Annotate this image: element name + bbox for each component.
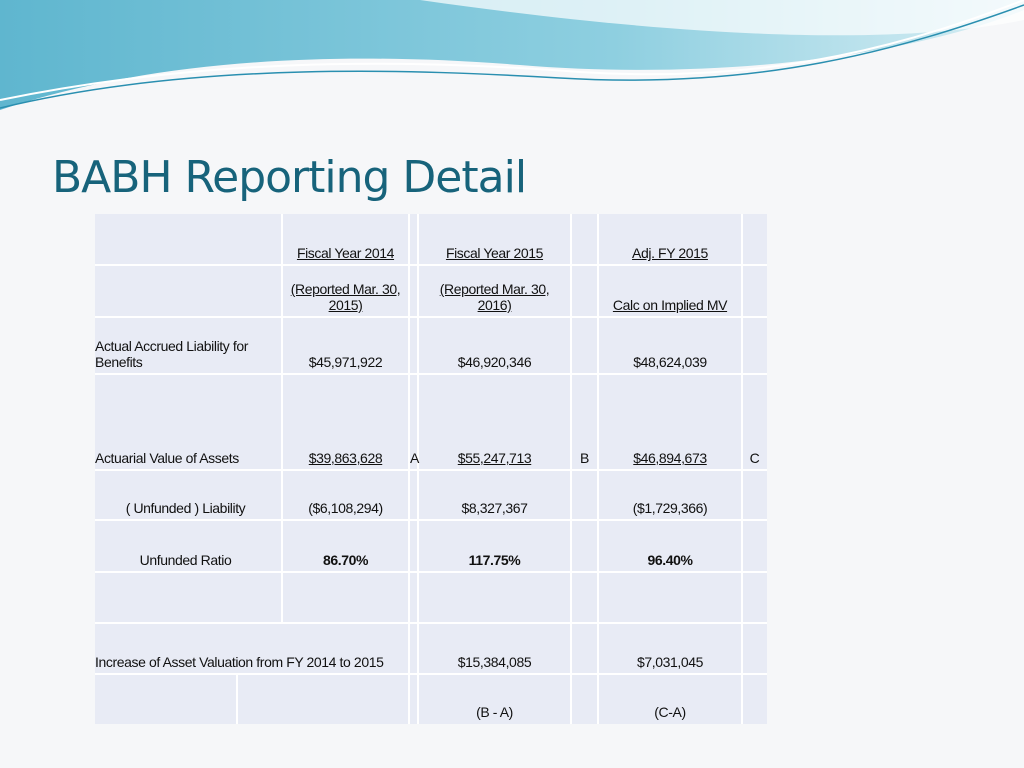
table-cell: Actuarial Value of Assets [95, 450, 239, 466]
table-cell: C [749, 450, 760, 466]
column-line [597, 470, 599, 520]
column-line [741, 572, 743, 623]
column-line [408, 265, 410, 317]
column-line [417, 317, 419, 374]
column-line [417, 374, 419, 470]
column-line [408, 623, 410, 674]
column-line [281, 520, 283, 572]
column-line [281, 470, 283, 520]
table-cell: Adj. FY 2015 [632, 245, 708, 261]
column-line [281, 374, 283, 470]
column-line [417, 265, 419, 317]
column-line [741, 520, 743, 572]
table-cell: $55,247,713 [457, 450, 532, 466]
table-cell: A [410, 450, 419, 466]
column-line [281, 317, 283, 374]
table-cell: 96.40% [647, 552, 693, 568]
column-line [570, 214, 572, 265]
column-line [417, 572, 419, 623]
column-line [236, 674, 238, 724]
column-line [417, 674, 419, 724]
table-cell: $46,894,673 [633, 450, 707, 466]
table-cell: $7,031,045 [636, 654, 704, 670]
column-line [570, 623, 572, 674]
column-line [417, 520, 419, 572]
table-cell: ( Unfunded ) Liability [125, 500, 246, 516]
column-line [281, 214, 283, 265]
column-line [281, 265, 283, 317]
table-cell: (C-A) [654, 704, 686, 720]
column-line [741, 214, 743, 265]
column-line [741, 674, 743, 724]
column-line [741, 470, 743, 520]
column-line [741, 265, 743, 317]
column-line [570, 674, 572, 724]
column-line [597, 265, 599, 317]
column-line [741, 317, 743, 374]
table-cell: $15,384,085 [457, 654, 532, 670]
table-cell: Fiscal Year 2014 [296, 245, 395, 261]
header-waves [0, 0, 1024, 110]
row-line [95, 316, 767, 318]
column-line [597, 623, 599, 674]
column-line [570, 572, 572, 623]
table-cell: $46,920,346 [457, 354, 532, 370]
table-cell: $45,971,922 [308, 354, 383, 370]
column-line [597, 214, 599, 265]
column-line [741, 374, 743, 470]
table-cell: $8,327,367 [461, 500, 528, 516]
table-cell: 86.70% [322, 552, 369, 568]
table-cell: 117.75% [468, 552, 521, 568]
column-line [408, 214, 410, 265]
table-cell: Increase of Asset Valuation from FY 2014… [95, 654, 384, 670]
column-line [570, 265, 572, 317]
row-line [95, 469, 767, 471]
table-cell: $48,624,039 [633, 354, 707, 370]
row-line [95, 264, 767, 266]
column-line [597, 674, 599, 724]
column-line [408, 572, 410, 623]
column-line [597, 572, 599, 623]
column-line [408, 674, 410, 724]
table-cell: Unfunded Ratio [139, 552, 232, 568]
column-line [570, 520, 572, 572]
slide-title: BABH Reporting Detail [52, 152, 527, 203]
table-cell: Fiscal Year 2015 [445, 245, 544, 261]
table-cell: (Reported Mar. 30, 2016) [439, 281, 550, 313]
column-line [408, 470, 410, 520]
column-line [597, 317, 599, 374]
table-cell: $39,863,628 [308, 450, 383, 466]
table-cell: Calc on Implied MV [612, 297, 728, 313]
column-line [741, 623, 743, 674]
column-line [408, 317, 410, 374]
column-line [570, 374, 572, 470]
column-line [417, 470, 419, 520]
row-line [95, 673, 767, 675]
table-cell: ($1,729,366) [632, 500, 708, 516]
column-line [597, 520, 599, 572]
column-line [597, 374, 599, 470]
table-cell: ($6,108,294) [308, 500, 383, 516]
row-line [95, 622, 767, 624]
column-line [570, 317, 572, 374]
table-cell: B [580, 450, 589, 466]
column-line [417, 214, 419, 265]
column-line [570, 470, 572, 520]
row-line [95, 571, 767, 573]
table-cell: Actual Accrued Liability for Benefits [95, 338, 248, 370]
column-line [417, 623, 419, 674]
row-line [95, 373, 767, 375]
column-line [408, 520, 410, 572]
table-cell: (Reported Mar. 30, 2015) [290, 281, 401, 313]
row-line [95, 519, 767, 521]
table-cell: (B - A) [476, 704, 513, 720]
column-line [281, 572, 283, 623]
column-line [408, 374, 410, 470]
